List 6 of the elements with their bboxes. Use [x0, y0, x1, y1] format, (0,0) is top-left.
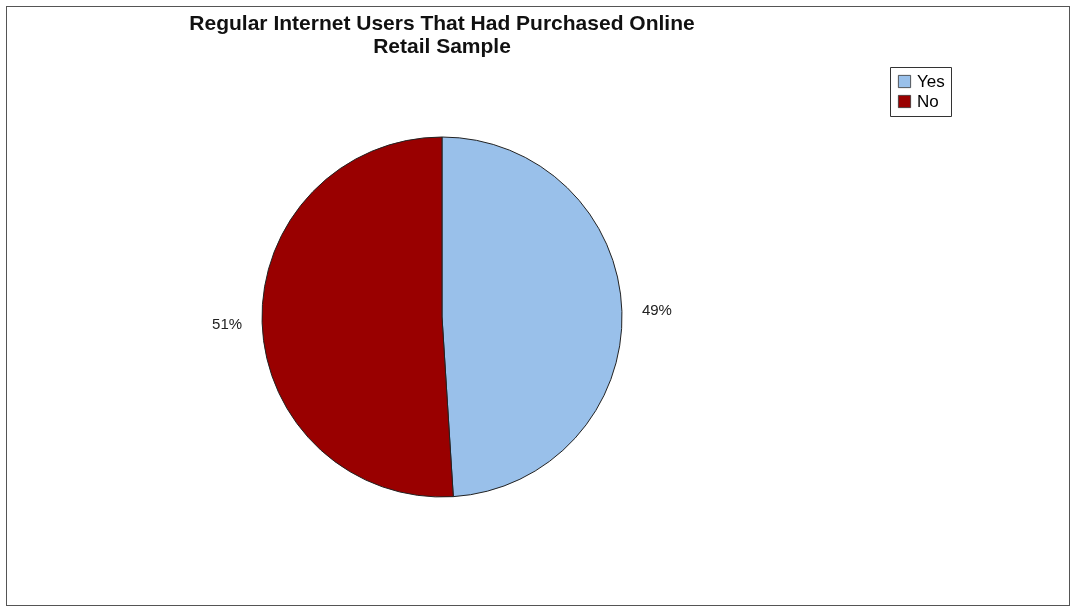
data-label: 51%: [212, 314, 243, 332]
data-label: 49%: [641, 301, 672, 319]
text: Regular Internet Users That Had Purchased Online: [189, 10, 695, 34]
text: Retail Sample: [373, 33, 511, 57]
legend-label: No: [917, 91, 939, 111]
legend-label: Yes: [917, 71, 945, 91]
